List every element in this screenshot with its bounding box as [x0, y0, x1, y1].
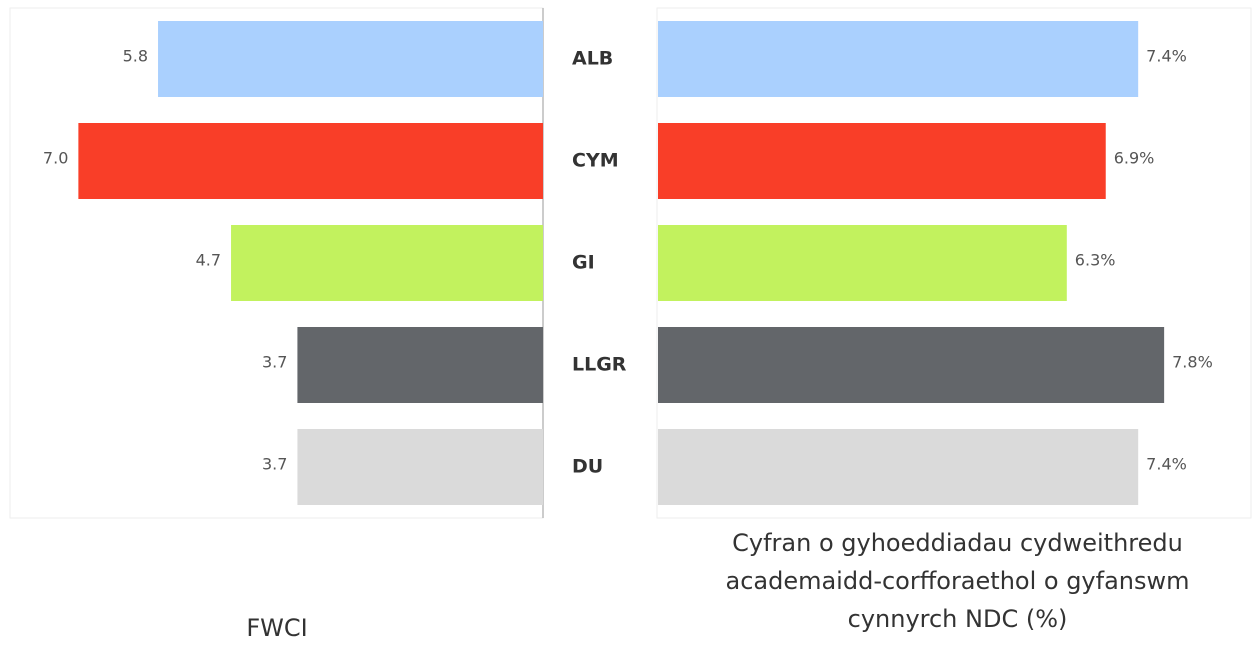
category-label: DU: [572, 456, 603, 478]
bar: [297, 429, 543, 505]
value-label: 7.4%: [1146, 47, 1187, 66]
value-label: 4.7: [196, 251, 221, 270]
value-label: 3.7: [262, 353, 287, 372]
value-label: 6.3%: [1075, 251, 1116, 270]
bar: [297, 327, 543, 403]
category-label: LLGR: [572, 354, 627, 376]
bar: [658, 21, 1139, 97]
bar: [158, 21, 543, 97]
value-label: 7.0: [43, 149, 68, 168]
x-axis-label: FWCI: [246, 614, 308, 642]
category-label: ALB: [572, 48, 613, 70]
value-label: 7.8%: [1172, 353, 1213, 372]
x-axis-label: Cyfran o gyhoeddiadau cydweithredu acade…: [725, 529, 1190, 633]
value-label: 6.9%: [1114, 149, 1155, 168]
bar: [658, 327, 1165, 403]
value-label: 7.4%: [1146, 455, 1187, 474]
value-label: 3.7: [262, 455, 287, 474]
bar: [658, 123, 1106, 199]
right-frame: [656, 7, 1252, 519]
bar: [658, 429, 1139, 505]
category-label: CYM: [572, 150, 619, 172]
bar: [78, 123, 543, 199]
category-label: GI: [572, 252, 595, 274]
bar: [658, 225, 1067, 301]
value-label: 5.8: [123, 47, 148, 66]
bar: [231, 225, 543, 301]
